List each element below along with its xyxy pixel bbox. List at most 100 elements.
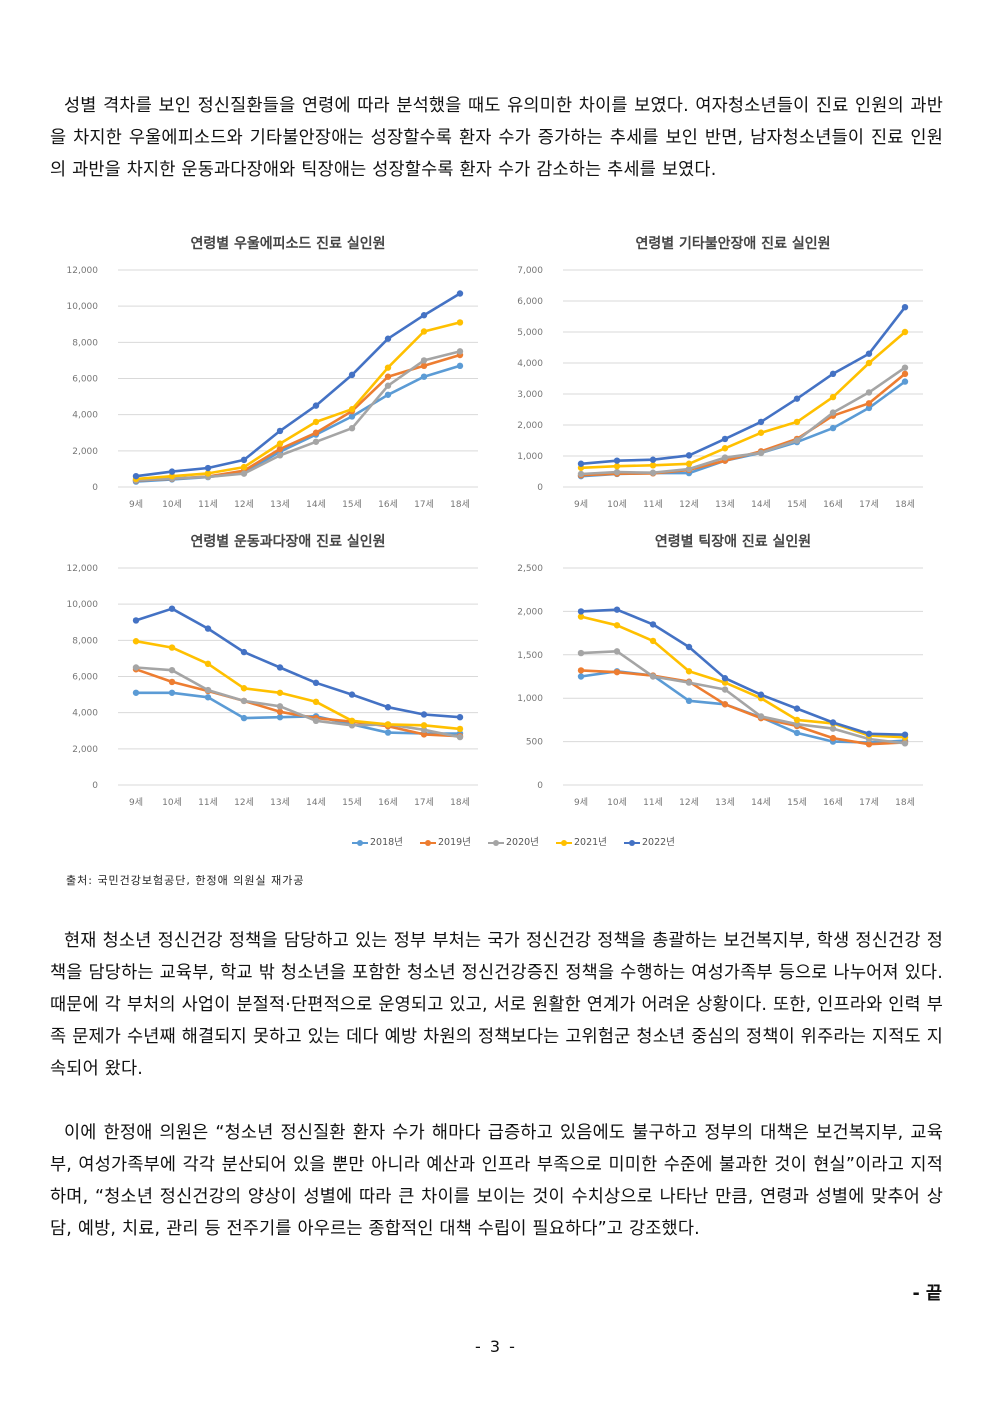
series-line-2021년 — [580, 331, 906, 470]
y-tick-label: 2,500 — [517, 564, 543, 574]
x-tick-label: 14세 — [751, 797, 771, 808]
data-point — [577, 667, 585, 674]
data-point — [685, 452, 693, 459]
chart-svg: 연령별 우울에피소드 진료 실인원 0 2,000 4,000 6,000 8,000 10… — [67, 235, 478, 510]
y-tick-label: 0 — [92, 781, 98, 791]
data-point — [829, 725, 837, 732]
legend-label: 2022년 — [642, 837, 675, 848]
data-point — [613, 648, 621, 655]
data-point — [456, 713, 464, 721]
series-line-2018년 — [580, 380, 906, 478]
data-point — [348, 425, 356, 432]
chart-depressive-episode: 연령별 우울에피소드 진료 실인원 0 2,000 4,000 6,000 8,000 10… — [60, 230, 490, 515]
data-point — [577, 608, 585, 615]
y-tick-label: 4,000 — [72, 411, 98, 421]
y-tick-label: 10,000 — [67, 302, 99, 312]
data-point — [793, 705, 801, 712]
x-tick-label: 15세 — [342, 797, 362, 808]
legend-item: 2022년 — [624, 834, 675, 848]
page-number: - 3 - — [475, 1337, 517, 1356]
data-point — [577, 613, 585, 620]
data-point — [649, 456, 657, 463]
data-point — [204, 660, 212, 668]
data-point — [312, 438, 320, 445]
data-point — [384, 335, 392, 342]
data-point — [384, 373, 392, 380]
x-tick-label: 14세 — [751, 499, 771, 510]
x-tick-label: 17세 — [859, 797, 879, 808]
data-point — [240, 714, 248, 722]
data-point — [865, 359, 873, 367]
data-point — [276, 445, 284, 453]
data-point — [204, 464, 212, 472]
x-tick-label: 17세 — [414, 797, 434, 808]
data-point — [649, 637, 657, 645]
data-point — [276, 703, 284, 710]
legend-label: 2019년 — [438, 837, 471, 848]
x-tick-label: 16세 — [378, 499, 398, 510]
data-point — [865, 404, 873, 412]
paragraph-government-policy: 현재 청소년 정신건강 정책을 담당하고 있는 정부 부처는 국가 정신건강 정… — [50, 931, 943, 1079]
data-point — [649, 621, 657, 628]
x-tick-label: 18세 — [895, 499, 915, 510]
x-tick-label: 13세 — [715, 797, 735, 808]
data-point — [901, 328, 909, 336]
data-point — [384, 721, 392, 728]
chart-hyperkinetic-disorder: 연령별 운동과다장애 진료 실인원 0 2,000 4,000 6,000 8,000 10… — [60, 528, 490, 813]
data-point — [649, 462, 657, 469]
y-tick-label: 0 — [537, 483, 543, 493]
data-point — [204, 686, 212, 694]
data-point — [613, 622, 621, 629]
y-tick-label: 0 — [92, 483, 98, 493]
data-point — [721, 435, 729, 443]
data-point — [721, 686, 729, 693]
legend-item: 2020년 — [488, 834, 539, 848]
data-point — [168, 644, 176, 651]
data-point — [384, 704, 392, 711]
data-point — [276, 440, 284, 447]
x-tick-label: 10세 — [607, 797, 627, 808]
data-point — [384, 729, 392, 736]
data-point — [829, 424, 837, 432]
x-tick-label: 11세 — [643, 797, 663, 808]
data-point — [384, 391, 392, 398]
data-point — [420, 726, 428, 734]
end-mark: - 끝 — [912, 1284, 942, 1304]
data-point — [420, 357, 428, 364]
data-point — [168, 468, 176, 475]
legend-label: 2020년 — [506, 837, 539, 848]
series-line-2022년 — [135, 607, 461, 719]
data-point — [901, 370, 909, 378]
data-point — [685, 668, 693, 675]
data-point — [276, 452, 284, 459]
data-point — [793, 729, 801, 737]
data-point — [240, 456, 248, 464]
y-tick-label: 4,000 — [72, 709, 98, 719]
x-tick-label: 15세 — [787, 797, 807, 808]
data-point — [793, 395, 801, 402]
data-point — [685, 465, 693, 473]
x-tick-label: 10세 — [162, 797, 182, 808]
data-point — [276, 713, 284, 721]
x-tick-label: 14세 — [306, 499, 326, 510]
data-point — [577, 673, 585, 680]
data-point — [685, 460, 693, 467]
data-point — [384, 364, 392, 371]
y-tick-label: 6,000 — [72, 673, 98, 683]
x-tick-label: 13세 — [270, 499, 290, 510]
chart-title: 연령별 틱장애 진료 실인원 — [655, 533, 811, 550]
data-point — [348, 413, 356, 420]
x-tick-label: 9세 — [129, 797, 143, 808]
data-point — [204, 625, 212, 632]
chart-title: 연령별 운동과다장애 진료 실인원 — [191, 533, 386, 550]
data-point — [204, 694, 212, 701]
data-point — [721, 675, 729, 682]
data-point — [901, 378, 909, 385]
data-point — [420, 328, 428, 335]
data-point — [312, 402, 320, 409]
data-point — [168, 472, 176, 480]
data-point — [757, 429, 765, 436]
data-point — [721, 445, 729, 452]
x-tick-label: 16세 — [823, 499, 843, 510]
y-tick-label: 5,000 — [517, 328, 543, 338]
